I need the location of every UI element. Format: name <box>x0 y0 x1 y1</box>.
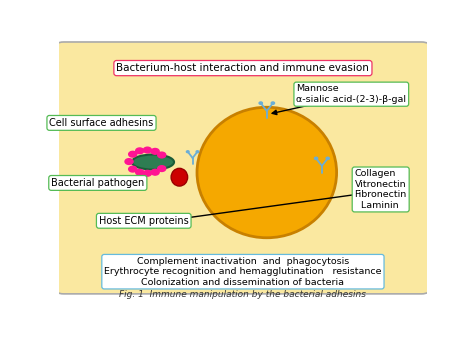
Text: Cell surface adhesins: Cell surface adhesins <box>49 118 154 128</box>
Circle shape <box>143 171 152 176</box>
Circle shape <box>143 147 152 153</box>
FancyBboxPatch shape <box>55 42 431 294</box>
Circle shape <box>136 170 144 175</box>
Circle shape <box>158 166 166 172</box>
Text: Bacterial pathogen: Bacterial pathogen <box>51 178 145 188</box>
Ellipse shape <box>132 155 174 170</box>
Circle shape <box>136 148 144 154</box>
Text: Complement inactivation  and  phagocytosis
Erythrocyte recognition and hemagglut: Complement inactivation and phagocytosis… <box>104 257 382 286</box>
Circle shape <box>125 159 133 164</box>
Circle shape <box>326 157 329 159</box>
Circle shape <box>259 102 263 104</box>
Text: Fig. 1  Immune manipulation by the bacterial adhesins: Fig. 1 Immune manipulation by the bacter… <box>119 290 366 299</box>
Text: Collagen
Vitronectin
Fibronectin
  Laminin: Collagen Vitronectin Fibronectin Laminin <box>355 170 407 210</box>
Circle shape <box>186 151 189 153</box>
Text: Host ECM proteins: Host ECM proteins <box>99 216 189 226</box>
Ellipse shape <box>171 168 188 186</box>
Circle shape <box>128 166 137 172</box>
Circle shape <box>196 151 199 153</box>
Circle shape <box>158 152 166 158</box>
Circle shape <box>151 170 159 175</box>
Circle shape <box>315 157 318 159</box>
Circle shape <box>271 102 274 104</box>
Text: Bacterium-host interaction and immune evasion: Bacterium-host interaction and immune ev… <box>117 63 369 73</box>
Text: Mannose
α-sialic acid-(2-3)-β-gal: Mannose α-sialic acid-(2-3)-β-gal <box>296 84 406 104</box>
Circle shape <box>128 151 137 157</box>
Ellipse shape <box>197 107 337 238</box>
Circle shape <box>151 148 159 154</box>
